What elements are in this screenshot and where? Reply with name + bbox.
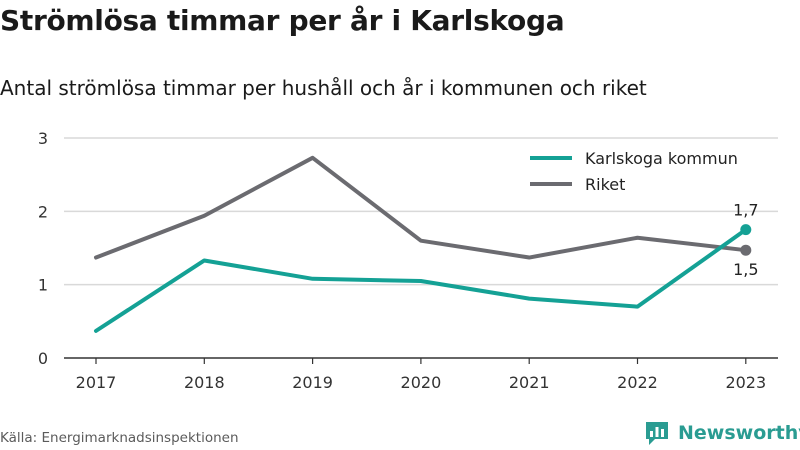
x-tick-label: 2023	[725, 373, 766, 392]
brand-logo[interactable]: Newsworthy	[644, 420, 800, 446]
legend-label: Riket	[585, 175, 625, 194]
legend-label: Karlskoga kommun	[585, 149, 738, 168]
chart-title: Strömlösa timmar per år i Karlskoga	[0, 4, 565, 37]
x-tick-label: 2018	[184, 373, 225, 392]
newsworthy-logo-icon	[646, 422, 668, 445]
x-tick-label: 2022	[617, 373, 658, 392]
source-note: Källa: Energimarknadsinspektionen	[0, 430, 239, 446]
end-label-riket: 1,5	[733, 260, 758, 279]
y-tick-label: 1	[38, 276, 48, 295]
y-tick-label: 2	[38, 202, 48, 221]
x-tick-label: 2019	[292, 373, 333, 392]
end-point-karlskoga	[740, 224, 752, 236]
series-line-riket	[94, 155, 748, 260]
y-tick-label: 3	[38, 129, 48, 148]
x-tick-label: 2017	[76, 373, 117, 392]
x-tick-label: 2020	[401, 373, 442, 392]
end-label-karlskoga: 1,7	[733, 201, 758, 220]
y-tick-label: 0	[38, 349, 48, 368]
chart-subtitle: Antal strömlösa timmar per hushåll och å…	[0, 76, 647, 100]
x-tick-label: 2021	[509, 373, 550, 392]
end-point-riket	[740, 244, 752, 256]
brand-name: Newsworthy	[678, 422, 800, 444]
series-line-karlskoga	[94, 227, 748, 333]
